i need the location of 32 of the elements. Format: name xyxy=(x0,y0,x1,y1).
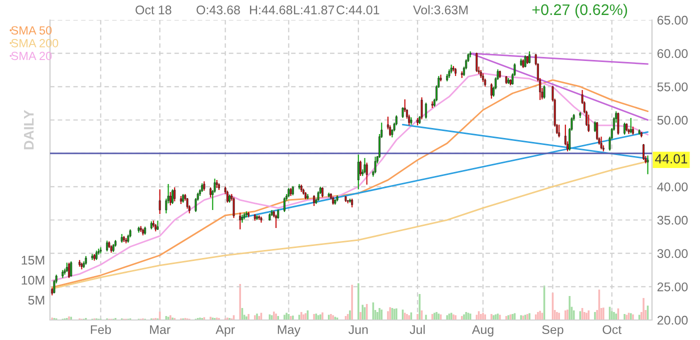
annotation: 44.01 xyxy=(655,154,688,164)
y-tick-label: 20.00 xyxy=(657,316,688,325)
y2-tick-label: 5M xyxy=(28,296,44,305)
text: Vol:3.63M xyxy=(413,5,468,14)
x-tick-label: Jun xyxy=(348,325,368,334)
text: H:44.68 xyxy=(250,6,292,14)
y-tick-label: 65.00 xyxy=(657,16,688,25)
x-tick-label: Feb xyxy=(90,324,111,334)
text: C:44.01 xyxy=(336,6,380,14)
text: O:43.68 xyxy=(196,6,240,14)
y-tick-label: 60.00 xyxy=(657,49,688,58)
x-tick-label: Oct xyxy=(602,325,622,334)
y2-tick-label: 15M xyxy=(22,256,44,265)
legend-label: SMA 20 xyxy=(11,52,52,60)
y-tick-label: 55.00 xyxy=(657,82,688,92)
x-tick-label: Apr xyxy=(216,325,235,337)
x-tick-label: Mar xyxy=(150,325,170,334)
text: L:41.87 xyxy=(294,6,334,14)
text: +0.27 (0.62%) xyxy=(532,4,628,18)
y2-tick-label: 10M xyxy=(22,276,44,285)
y-tick-label: 35.00 xyxy=(657,216,688,225)
text: Oct 18 xyxy=(136,6,172,14)
x-tick-label: Sep xyxy=(542,325,564,337)
y-tick-label: 50.00 xyxy=(657,116,688,125)
legend-label: SMA 50 xyxy=(11,26,52,35)
y-tick-label: 25.00 xyxy=(657,282,688,292)
legend-label: SMA 200 xyxy=(11,38,58,48)
y-tick-label: 40.00 xyxy=(657,182,688,192)
x-tick-label: Aug xyxy=(472,325,494,337)
x-tick-label: Jul xyxy=(410,324,425,334)
x-tick-label: May xyxy=(278,325,300,337)
y-tick-label: 30.00 xyxy=(657,249,688,258)
